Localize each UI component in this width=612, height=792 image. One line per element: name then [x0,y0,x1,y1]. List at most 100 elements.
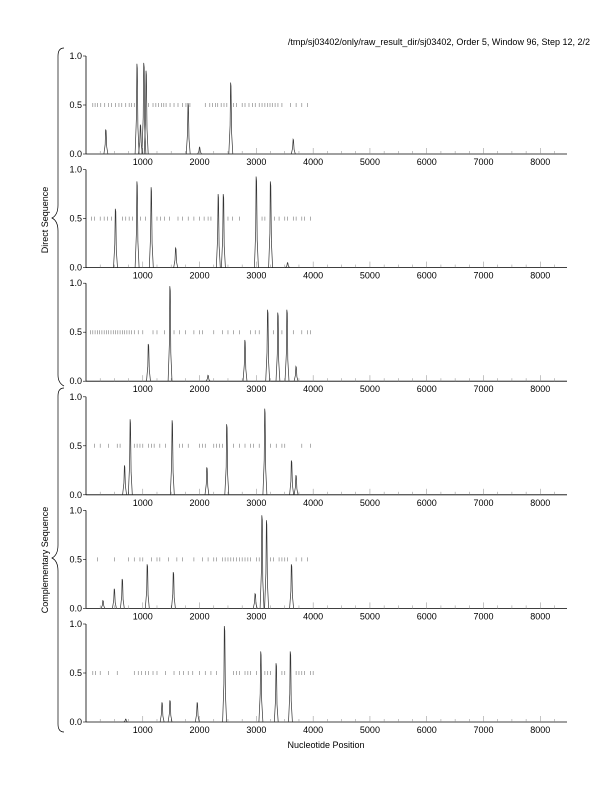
coding-peak [224,424,230,495]
brace-direct [51,47,65,387]
panel-direct-frame-1: 1000 2000 3000 4000 5000 6000 7000 8000 0.0 0.5 1.… [69,51,567,167]
x-tick-label: 7000 [474,271,494,281]
x-tick-label: 3000 [246,271,266,281]
x-tick-label: 5000 [360,157,380,167]
coding-peak [252,592,258,609]
x-tick-label: 6000 [417,498,437,508]
y-tick-label: 0.5 [69,100,82,110]
y-tick-label: 0.0 [69,490,82,500]
x-tick-label: 2000 [190,725,210,735]
coding-peak [265,309,271,382]
coding-peak [275,312,281,382]
coding-peak [293,475,299,495]
x-tick-label: 5000 [360,384,380,394]
x-tick-label: 3000 [246,384,266,394]
coding-peak [259,515,265,609]
x-tick-label: 2000 [190,611,210,621]
x-tick-label: 3000 [246,611,266,621]
y-tick-label: 0.0 [69,717,82,727]
x-tick-label: 1000 [133,498,153,508]
x-tick-label: 5000 [360,611,380,621]
y-tick-label: 0.0 [69,149,82,159]
coding-peak [264,520,269,609]
coding-peak [222,625,227,723]
coding-peak [285,262,290,268]
group-label-direct: Direct Sequence [40,187,50,254]
x-tick-label: 7000 [474,498,494,508]
panel-complementary-frame-1: 1000 2000 3000 4000 5000 6000 7000 8000 0.0 0.5 1.… [69,392,567,508]
coding-peak [143,70,149,155]
coding-peak [113,208,118,268]
coding-peak [290,138,296,155]
coding-peak [138,124,143,155]
x-tick-label: 8000 [530,157,550,167]
y-tick-label: 0.5 [69,441,82,451]
y-tick-label: 1.0 [69,392,82,402]
coding-peak [197,146,202,155]
x-tick-label: 6000 [417,611,437,621]
x-tick-label: 8000 [530,725,550,735]
y-tick-label: 0.5 [69,327,82,337]
y-tick-label: 1.0 [69,165,82,175]
coding-peak [228,82,234,155]
coding-peak [144,564,150,609]
x-tick-label: 5000 [360,271,380,281]
coding-peak [284,309,290,382]
x-tick-label: 8000 [530,498,550,508]
brace-complementary [51,387,65,733]
coding-peak [258,651,264,723]
x-tick-label: 3000 [246,498,266,508]
x-tick-label: 8000 [530,271,550,281]
coding-peak [120,578,125,609]
y-tick-label: 0.0 [69,263,82,273]
y-tick-label: 0.5 [69,554,82,564]
x-tick-label: 7000 [474,611,494,621]
x-tick-label: 4000 [303,611,323,621]
coding-peak [103,129,109,155]
coding-peak [169,420,175,495]
coding-peak [204,467,210,495]
x-tick-label: 2000 [190,271,210,281]
coding-peak [215,194,221,268]
coding-peak [185,102,191,155]
panel-direct-frame-3: 1000 2000 3000 4000 5000 6000 7000 8000 0.0 0.5 1.… [69,278,567,394]
coding-peak [134,63,140,155]
coding-peak [122,465,127,495]
coding-peak [205,374,211,382]
x-tick-label: 3000 [246,157,266,167]
x-tick-label: 4000 [303,384,323,394]
coding-peak [288,651,293,723]
x-tick-label: 1000 [133,157,153,167]
chart-title: /tmp/sj03402/only/raw_result_dir/sj03402… [288,37,590,47]
y-tick-label: 0.5 [69,668,82,678]
coding-peak [123,718,128,723]
coding-peak [171,572,176,609]
x-axis-label: Nucleotide Position [287,740,364,750]
coding-peak [293,365,299,382]
x-tick-label: 1000 [133,725,153,735]
coding-peak [100,599,106,609]
panel-complementary-frame-2: 1000 2000 3000 4000 5000 6000 7000 8000 0.0 0.5 1.… [69,505,567,621]
y-tick-label: 1.0 [69,619,82,629]
coding-peak [242,339,248,382]
group-label-complementary: Complementary Sequence [40,507,50,614]
x-tick-label: 8000 [530,611,550,621]
coding-peak [221,194,226,268]
x-tick-label: 6000 [417,271,437,281]
coding-peak [148,187,154,268]
x-tick-label: 8000 [530,384,550,394]
x-tick-label: 4000 [303,271,323,281]
x-tick-label: 1000 [133,384,153,394]
x-tick-label: 4000 [303,725,323,735]
coding-peak [167,286,173,382]
panel-direct-frame-2: 1000 2000 3000 4000 5000 6000 7000 8000 0.0 0.5 1.… [69,165,567,281]
x-tick-label: 1000 [133,611,153,621]
coding-peak [173,246,179,268]
panel-complementary-frame-3: 1000 2000 3000 4000 5000 6000 7000 8000 0.0 0.5 1.… [69,619,567,735]
x-tick-label: 2000 [190,384,210,394]
coding-peak [146,343,151,382]
coding-peak [159,702,165,723]
y-tick-label: 0.0 [69,376,82,386]
x-tick-label: 3000 [246,725,266,735]
coding-peak [262,408,268,495]
